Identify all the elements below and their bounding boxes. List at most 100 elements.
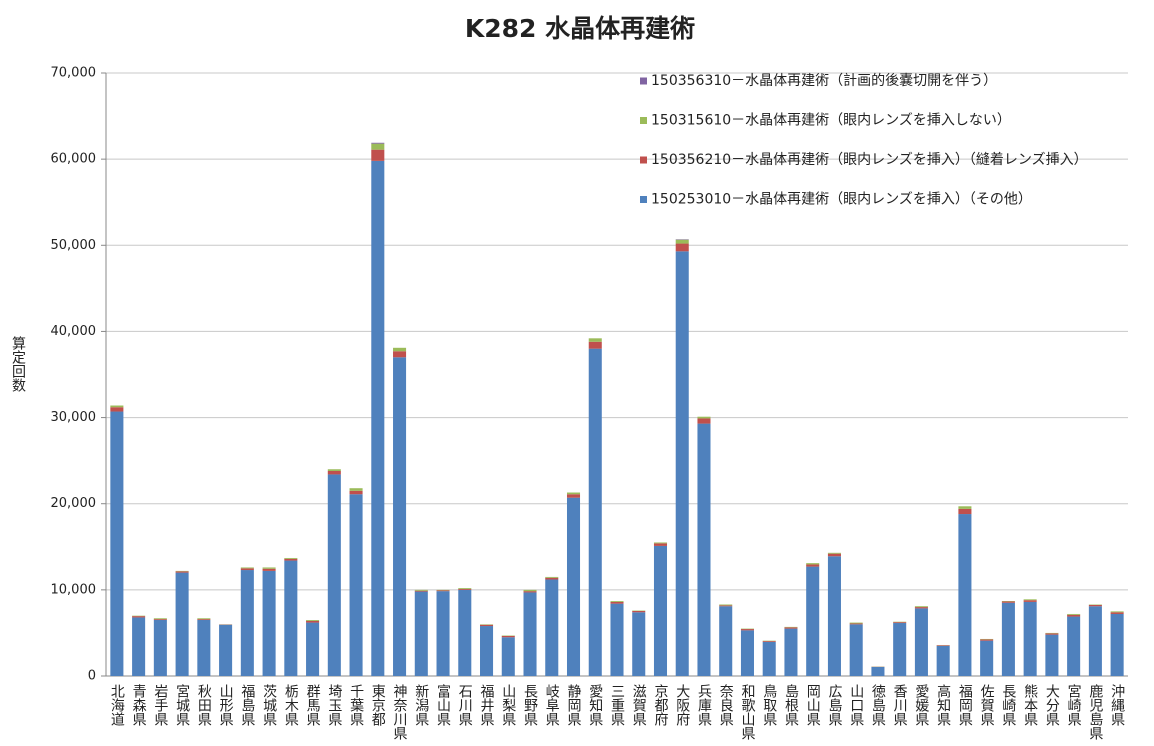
x-tick-label: 三重県 — [609, 684, 625, 726]
x-tick-label: 宮城県 — [174, 684, 190, 726]
x-tick-label: 沖縄県 — [1109, 684, 1125, 726]
bar-segment — [175, 571, 189, 573]
x-tick-label: 富山県 — [435, 683, 451, 726]
bar-segment — [1045, 633, 1059, 635]
bar-segment — [914, 606, 928, 608]
bar-segment — [1110, 612, 1124, 614]
bar-segment — [414, 591, 428, 676]
bar-segment — [588, 338, 602, 342]
x-tick-label: 福島県 — [239, 684, 255, 726]
bar-segment — [436, 591, 450, 676]
bar-segment — [458, 588, 472, 590]
bar-segment — [414, 589, 428, 591]
y-tick-label: 20,000 — [51, 496, 97, 511]
bar-segment — [827, 552, 841, 554]
x-tick-label: 岐阜県 — [544, 684, 560, 726]
bar-segment — [284, 557, 298, 559]
bar-segment — [1001, 601, 1015, 603]
bar-segment — [1088, 604, 1102, 607]
bar-segment — [653, 543, 668, 546]
x-tick-label: 愛媛県 — [913, 684, 929, 726]
bar-segment — [1045, 634, 1059, 676]
bar-segment — [1088, 606, 1102, 676]
bar-segment — [784, 627, 798, 629]
bar-segment — [849, 622, 863, 624]
bar-segment — [806, 564, 820, 567]
bar-segment — [1067, 613, 1081, 615]
x-tick-label: 新潟県 — [413, 684, 429, 726]
bar-segment — [393, 347, 407, 352]
x-tick-label: 秋田県 — [196, 684, 212, 726]
bar-segment — [914, 607, 928, 609]
chart-title: K282 水晶体再建術 — [465, 14, 695, 43]
x-tick-label: 鹿児島県 — [1087, 683, 1103, 740]
bar-segment — [566, 497, 581, 676]
bar-segment — [827, 553, 841, 557]
x-tick-label: 大阪府 — [674, 684, 690, 727]
bar-segment — [501, 637, 515, 676]
bar-segment — [132, 616, 146, 618]
bar-segment — [349, 494, 363, 676]
x-tick-label: 愛知県 — [587, 684, 603, 726]
x-tick-label: 青森県 — [131, 684, 147, 726]
bar-segment — [458, 588, 472, 589]
x-tick-label: 山梨県 — [500, 684, 516, 726]
bar-segment — [501, 635, 515, 638]
bar-segment — [327, 474, 341, 676]
bar-segment — [740, 629, 754, 631]
x-tick-label: 徳島県 — [870, 684, 886, 726]
legend-label: 150356310－水晶体再建術（計画的後嚢切開を伴う） — [651, 73, 997, 89]
bar-segment — [806, 566, 820, 676]
bar-segment — [675, 251, 689, 676]
legend-swatch — [640, 196, 647, 203]
bar-segment — [523, 592, 537, 676]
bar-segment — [827, 556, 841, 676]
bar-segment — [349, 490, 363, 495]
bar-segment — [1110, 613, 1124, 676]
x-tick-label: 熊本県 — [1022, 684, 1038, 726]
bar-segment — [610, 601, 624, 602]
bar-segment — [240, 568, 254, 571]
x-tick-label: 和歌山県 — [739, 684, 755, 740]
bar-segment — [697, 418, 711, 424]
x-tick-label: 兵庫県 — [696, 684, 712, 726]
bar-segment — [545, 577, 559, 580]
bar-segment — [197, 620, 211, 676]
x-tick-label: 神奈川県 — [392, 684, 408, 740]
bar-segment — [306, 620, 320, 623]
bar-segment — [675, 243, 689, 252]
bar-segment — [327, 469, 341, 471]
bar-segment — [958, 506, 972, 509]
x-tick-label: 茨城県 — [261, 684, 277, 726]
bar-segment — [327, 470, 341, 475]
bar-segment — [371, 149, 385, 161]
bar-segment — [1023, 599, 1037, 601]
bar-segment — [1023, 601, 1037, 676]
bar-segment — [653, 545, 668, 676]
bar-segment — [371, 142, 385, 144]
y-tick-label: 70,000 — [51, 66, 97, 81]
bar-segment — [480, 624, 494, 627]
bar-segment — [306, 622, 320, 676]
bar-segment — [371, 160, 385, 676]
x-tick-label: 島根県 — [783, 684, 799, 726]
bar-segment — [197, 618, 211, 620]
x-tick-label: 滋賀県 — [631, 684, 647, 726]
legend-swatch — [640, 117, 647, 124]
bar-segment — [893, 622, 907, 624]
x-tick-label: 北海道 — [109, 684, 125, 727]
bar-segment — [849, 624, 863, 676]
bar-segment — [914, 608, 928, 676]
legend-label: 150253010－水晶体再建術（眼内レンズを挿入）（その他） — [651, 192, 1032, 208]
y-tick-label: 50,000 — [51, 238, 97, 253]
y-tick-label: 0 — [88, 669, 96, 684]
bar-segment — [719, 605, 733, 607]
bar-segment — [675, 239, 689, 244]
bar-segment — [610, 601, 624, 604]
bar-segment — [653, 542, 668, 544]
bar-segment — [306, 620, 320, 621]
bar-segment — [958, 514, 972, 676]
bar-segment — [1001, 602, 1015, 676]
bar-segment — [197, 619, 211, 621]
